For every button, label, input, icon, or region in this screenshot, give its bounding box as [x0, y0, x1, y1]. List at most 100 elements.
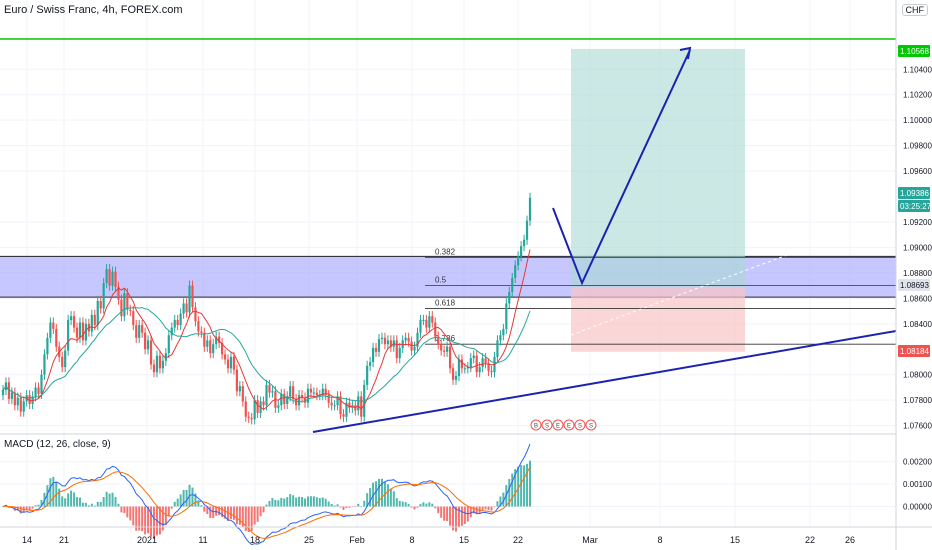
macd-histogram-bar	[256, 506, 259, 522]
candle-body	[253, 400, 256, 420]
macd-histogram-bar	[375, 481, 378, 507]
candle-body	[215, 336, 218, 345]
macd-histogram-bar	[386, 484, 389, 507]
macd-histogram-bar	[61, 496, 64, 507]
macd-histogram-bar	[191, 487, 194, 507]
macd-histogram-bar	[52, 476, 55, 507]
candle-body	[99, 300, 102, 309]
target-box	[571, 48, 745, 287]
candle-body	[324, 388, 327, 396]
candle-body	[460, 359, 464, 369]
dashed-path	[570, 253, 791, 336]
candle-body	[499, 335, 502, 341]
macd-histogram-bar	[303, 498, 306, 507]
candle-body	[67, 320, 70, 351]
candle-body	[528, 197, 532, 221]
macd-histogram-bar	[348, 506, 351, 508]
candle-body	[514, 265, 517, 278]
session-label: S	[545, 424, 549, 430]
macd-histogram-bar	[76, 497, 79, 507]
macd-line	[2, 443, 531, 546]
macd-histogram-bar	[277, 500, 280, 507]
candle-body	[446, 346, 449, 352]
session-label: E	[556, 424, 560, 430]
candle-body	[419, 320, 422, 333]
candle-body	[90, 314, 93, 332]
macd-histogram-bar	[16, 506, 19, 511]
macd-histogram-bar	[138, 506, 141, 531]
candle-body	[431, 316, 434, 323]
x-tick-label: 26	[845, 535, 855, 545]
candle-body	[289, 386, 292, 397]
macd-histogram-bar	[241, 506, 244, 528]
trendline	[312, 330, 897, 433]
macd-histogram-bar	[49, 478, 52, 507]
candle-body	[333, 405, 336, 407]
macd-histogram-bar	[123, 506, 126, 514]
y-tick-label: 1.09000	[903, 243, 932, 252]
candle-body	[404, 337, 407, 341]
macd-histogram-bar	[218, 506, 221, 516]
fib-label: 0.618	[435, 299, 456, 308]
currency-badge[interactable]: CHF	[901, 4, 928, 16]
candle-body	[398, 348, 401, 359]
price-axis-bg	[896, 0, 932, 550]
candle-body	[191, 285, 194, 308]
candle-body	[13, 392, 16, 406]
candle-body	[451, 368, 455, 380]
candle-body	[481, 358, 484, 368]
x-tick-label: 14	[22, 535, 32, 545]
macd-histogram-bar	[292, 495, 295, 507]
macd-histogram-bar	[173, 501, 176, 507]
forecast-path	[552, 49, 691, 286]
macd-histogram-bar	[434, 506, 437, 509]
candle-body	[37, 387, 40, 394]
ma-slow-line	[2, 307, 531, 403]
candle-body	[10, 392, 13, 399]
macd-histogram-bar	[419, 504, 422, 507]
candle-body	[374, 348, 378, 352]
macd-histogram-bar	[499, 496, 502, 507]
candle-body	[111, 271, 114, 286]
macd-histogram-bar	[25, 506, 28, 511]
macd-histogram-bar	[93, 505, 96, 507]
y-tick-label: 1.09200	[903, 218, 932, 227]
macd-histogram-bar	[469, 506, 472, 518]
macd-histogram-bar	[318, 498, 321, 507]
candle-body	[366, 365, 369, 385]
macd-histogram-bar	[520, 465, 523, 507]
macd-histogram-bar	[454, 506, 457, 532]
candle-body	[244, 401, 247, 417]
macd-histogram-bar	[389, 488, 392, 507]
candle-body	[517, 256, 520, 266]
y-tick-label: 1.08000	[903, 371, 932, 380]
macd-histogram-bar	[111, 492, 114, 507]
candle-body	[271, 391, 274, 393]
candle-body	[16, 397, 19, 406]
macd-histogram-bar	[176, 498, 179, 507]
candle-body	[170, 327, 173, 336]
moving-averages	[2, 249, 531, 411]
macd-histogram-bar	[194, 493, 197, 507]
candle-body	[238, 386, 241, 392]
candle-body	[75, 327, 79, 338]
candle-body	[475, 355, 478, 373]
countdown-label-bg	[898, 200, 930, 212]
macd-histogram-bar	[416, 506, 419, 508]
x-tick-label: Mar	[582, 535, 598, 545]
macd-histogram-bar	[401, 501, 404, 507]
macd-tick-label: 0.00000	[903, 503, 932, 512]
candle-body	[303, 397, 307, 403]
macd-histogram-bar	[132, 506, 135, 526]
macd-histogram-bar	[161, 506, 164, 531]
candle-body	[457, 359, 461, 376]
candle-body	[155, 355, 159, 373]
macd-histogram-bar	[262, 506, 265, 513]
macd-histogram-bar	[34, 505, 37, 507]
macd-histogram-bar	[283, 498, 286, 507]
macd-histogram-bar	[457, 506, 460, 528]
candle-body	[357, 396, 360, 411]
macd-histogram-bar	[221, 506, 224, 517]
x-tick-label: 2021	[137, 535, 157, 545]
